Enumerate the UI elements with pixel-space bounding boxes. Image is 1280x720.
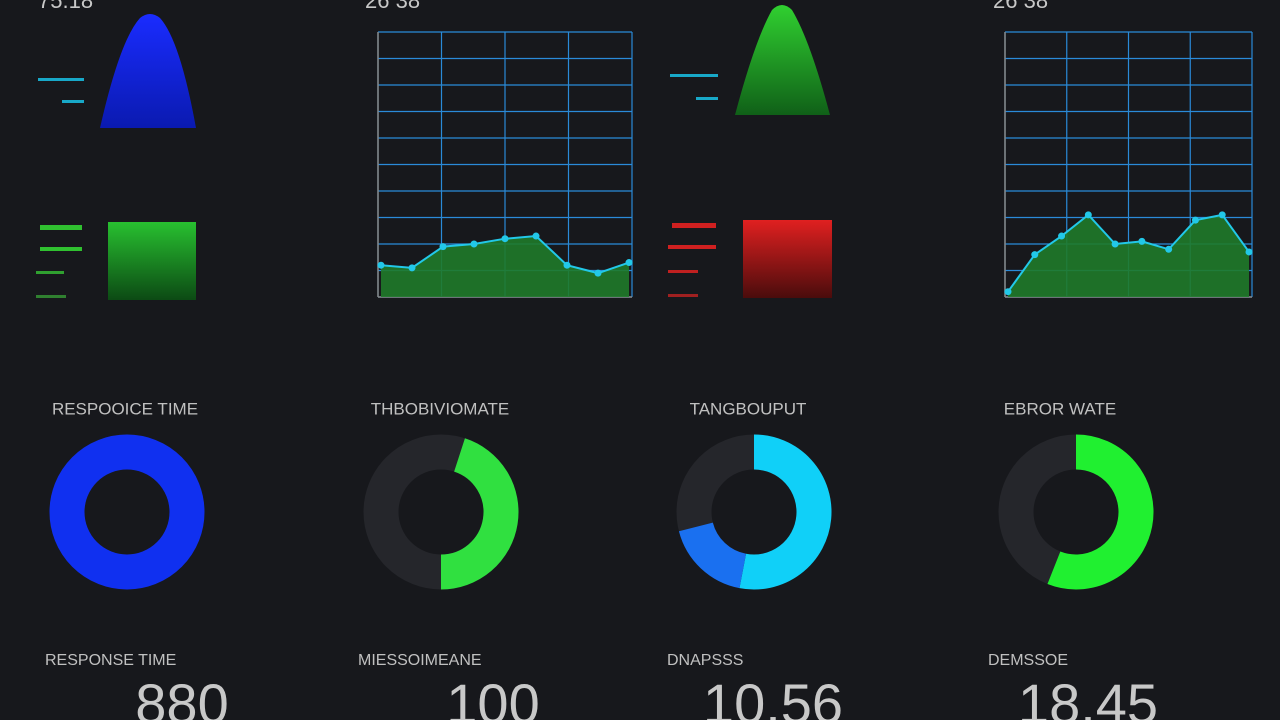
point: [532, 232, 540, 240]
point: [1191, 216, 1199, 224]
gauge-title: RESPOOICE TIME: [52, 399, 198, 418]
point: [408, 264, 416, 272]
point: [1138, 237, 1146, 245]
point: [625, 259, 633, 267]
area: [381, 236, 629, 297]
green-shape: [735, 5, 830, 115]
stat-value: 10.56: [703, 672, 843, 720]
gauge-title: TANGBOUPUT: [690, 399, 807, 418]
stat-value: 100: [446, 672, 539, 720]
point: [1031, 251, 1039, 259]
line: [1007, 213, 1250, 293]
point: [1245, 248, 1253, 256]
point: [1165, 245, 1173, 253]
stat-label: MIESSOIMEANE: [358, 652, 482, 669]
point: [1218, 211, 1226, 219]
point: [501, 235, 509, 243]
gauge-title: EBROR WATE: [1004, 399, 1116, 418]
blue-shape: [100, 14, 196, 128]
stat-value: 880: [135, 672, 228, 720]
top-value: 26 38: [365, 0, 420, 13]
point: [563, 261, 571, 269]
top-value: 75.18: [38, 0, 93, 13]
point: [439, 243, 447, 251]
gauge-segment: [678, 521, 747, 589]
point: [377, 261, 385, 269]
green-bar: [108, 222, 196, 300]
gauge-segment: [739, 434, 832, 590]
stat-value: 18.45: [1018, 672, 1158, 720]
stat-label: DEMSSOE: [988, 652, 1068, 669]
stat-label: DNAPSSS: [667, 652, 743, 669]
point: [1111, 240, 1119, 248]
point: [1058, 232, 1066, 240]
top-value: 26 38: [993, 0, 1048, 13]
gauge-segment: [1047, 434, 1154, 590]
gauge-title: THBOBIVIOMATE: [371, 399, 510, 418]
point: [594, 269, 602, 277]
area: [1008, 214, 1249, 297]
point: [470, 240, 478, 248]
stat-label: RESPONSE TIME: [45, 652, 176, 669]
gauge-segment: [49, 434, 205, 590]
point: [1084, 211, 1092, 219]
point: [1004, 288, 1012, 296]
red-bar: [743, 220, 832, 298]
gauge-segment: [440, 438, 519, 590]
legend-lines: [36, 74, 718, 298]
